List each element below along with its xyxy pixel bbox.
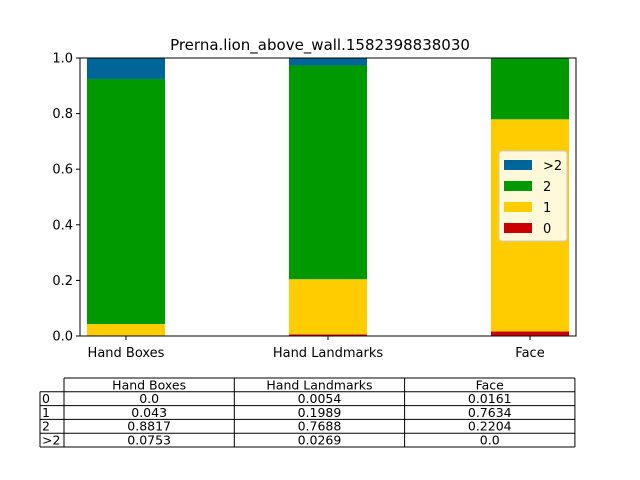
table-header-cell: Face [476, 377, 505, 392]
y-tick-label: 1.0 [52, 52, 73, 67]
table-cell: 0.0 [139, 391, 159, 406]
bar-segment [289, 279, 367, 335]
table-cell: 0.043 [131, 405, 167, 420]
x-tick-label: Hand Boxes [88, 346, 165, 361]
table-cell: 0.0161 [468, 391, 512, 406]
table-row-label: >2 [42, 433, 60, 448]
table-header-cell: Hand Boxes [112, 377, 186, 392]
legend-swatch [504, 160, 532, 170]
table-cell: 0.7634 [468, 405, 512, 420]
table-cell: 0.2204 [468, 419, 512, 434]
table-header-cell: Hand Landmarks [266, 377, 372, 392]
table-row-label: 0 [42, 391, 50, 406]
legend-label: 1 [543, 201, 551, 216]
legend-label: 0 [543, 222, 551, 237]
y-tick-label: 0.2 [52, 274, 73, 289]
y-tick-label: 0.6 [52, 163, 73, 178]
table-cell: 0.0753 [127, 433, 171, 448]
table-cell: 0.0054 [298, 391, 342, 406]
legend-swatch [504, 223, 532, 233]
legend-label: 2 [543, 180, 551, 195]
bars-layer [87, 58, 569, 336]
table-cell: 0.0269 [298, 433, 342, 448]
table-cell: 0.1989 [298, 405, 342, 420]
legend-label: >2 [543, 159, 562, 174]
chart-title: Prerna.lion_above_wall.1582398838030 [170, 36, 470, 55]
bar-segment [491, 331, 569, 336]
table-row-label: 2 [42, 419, 50, 434]
bar-segment [491, 58, 569, 120]
bar-segment [289, 334, 367, 336]
table-cell: 0.0 [480, 433, 500, 448]
bar-segment [87, 78, 165, 325]
bar-segment [289, 58, 367, 66]
bar-segment [87, 58, 165, 79]
y-tick-label: 0.8 [52, 107, 73, 122]
table-row-label: 1 [42, 405, 50, 420]
x-tick-label: Face [515, 346, 544, 361]
axes-layer: 0.0 0.2 0.4 0.6 0.8 1.0 Hand Boxes Hand Landmar… [52, 52, 577, 361]
legend-swatch [504, 181, 532, 191]
legend-box [498, 150, 568, 242]
table-cell: 0.8817 [127, 419, 171, 434]
y-tick-label: 0.4 [52, 218, 73, 233]
legend-swatch [504, 202, 532, 212]
legend: >2 2 1 0 [498, 150, 568, 242]
bar-segment [87, 324, 165, 336]
bar-segment [289, 65, 367, 280]
x-tick-label: Hand Landmarks [273, 346, 384, 361]
y-tick-label: 0.0 [52, 330, 73, 345]
table-cell: 0.7688 [298, 419, 342, 434]
